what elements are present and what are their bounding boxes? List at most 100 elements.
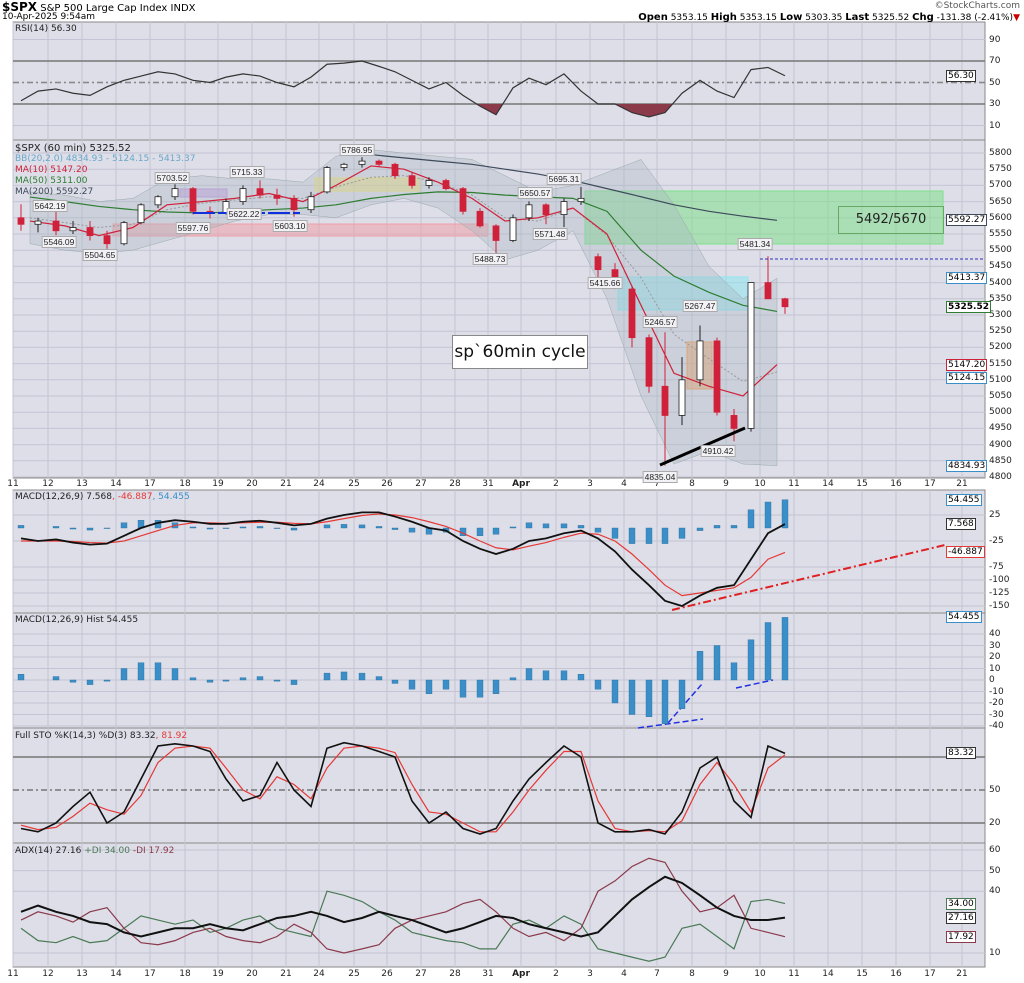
rsi-axis-tick: 30 — [989, 99, 1001, 109]
candle-body — [476, 210, 484, 227]
high-label: High — [710, 12, 737, 23]
open-value: 5353.15 — [670, 13, 708, 23]
candle-body — [103, 235, 111, 245]
hist-axis-tick: 0 — [989, 675, 995, 685]
hist-axis-tick: -20 — [989, 698, 1004, 708]
adx-line — [20, 875, 786, 938]
hist-axis-tick: -30 — [989, 709, 1004, 720]
chg-value: -131.38 (-2.41%) — [936, 13, 1014, 23]
macd-hist-bar — [323, 524, 331, 529]
candle-body — [577, 197, 585, 203]
candle-body — [408, 175, 416, 186]
x-axis-label: 15 — [856, 479, 868, 489]
candle-body — [340, 163, 348, 168]
macd-hist-bar — [358, 524, 366, 529]
macd-hist-bar — [17, 525, 25, 529]
sto-legend-d: , 81.92 — [155, 731, 188, 741]
ma50-line — [29, 191, 778, 313]
price-point-label: 4835.04 — [642, 471, 678, 483]
macd-axis-tick: -100 — [989, 575, 1010, 585]
price-point-label: 5715.33 — [229, 166, 265, 178]
macd-hist-bar — [340, 524, 348, 529]
hist-legend: MACD(12,26,9) Hist 54.455 — [15, 615, 139, 625]
price-axis-tick: 5350 — [989, 293, 1012, 304]
candle-body — [290, 197, 298, 211]
macd-hist-bar — [239, 526, 247, 529]
price-point-label: 5703.52 — [154, 172, 190, 184]
x-axis-label-bottom: 26 — [381, 969, 393, 979]
price-point-label: 5642.19 — [32, 200, 68, 212]
price-value-callout: 5124.15 — [946, 371, 988, 384]
macd-hist-bar — [206, 527, 214, 530]
x-axis-label: 10 — [754, 479, 766, 489]
price-axis-tick: 5050 — [989, 391, 1012, 401]
plus-di-line — [20, 890, 786, 962]
hist-bar — [492, 679, 500, 695]
candle-body — [492, 225, 500, 241]
x-axis-label-bottom: 11 — [7, 969, 19, 979]
hist-bar — [747, 639, 755, 681]
hist-bar — [661, 679, 669, 724]
sto-k-line — [20, 741, 786, 835]
candle-body — [509, 217, 517, 241]
price-point-label: 5415.66 — [587, 277, 623, 289]
macd-hist-bar — [611, 527, 619, 539]
hist-bar — [69, 679, 77, 683]
target-zone-label: 5492/5670 — [838, 206, 944, 234]
macd-hist-bar — [222, 527, 230, 529]
x-axis-label-bottom: 27 — [415, 969, 427, 979]
macd-hist-bar — [103, 527, 111, 529]
candle-body — [628, 288, 636, 339]
x-axis-label-bottom: 31 — [482, 969, 494, 979]
x-axis-label: 11 — [788, 479, 800, 489]
hist-axis-tick: 40 — [989, 629, 1001, 639]
macd-hist-bar — [628, 527, 636, 544]
hist-bar — [239, 677, 247, 681]
x-axis-label-bottom: 9 — [723, 969, 729, 979]
price-axis-tick: 5700 — [989, 180, 1012, 191]
hist-bar — [290, 679, 298, 685]
adx-value-callout: 34.00 — [946, 897, 976, 910]
hist-bar — [509, 677, 517, 681]
price-legend: $SPX (60 min) 5325.52 BB(20,2.0) 4834.93… — [15, 143, 195, 198]
macd-axis-tick: -25 — [989, 536, 1004, 546]
x-axis-label: 25 — [348, 479, 360, 489]
hist-bar — [628, 679, 636, 715]
open-label: Open — [638, 12, 668, 23]
macd-hist-bar — [375, 526, 383, 529]
price-point-label: 5246.57 — [642, 316, 678, 328]
macd-hist-bar — [560, 523, 568, 529]
candle-body — [425, 180, 433, 186]
adx-panel-background — [12, 842, 986, 968]
macd-axis-tick: -75 — [989, 562, 1004, 572]
price-point-label: 5267.47 — [682, 300, 718, 312]
hist-bar — [323, 672, 331, 681]
hist-axis-tick: -40 — [989, 721, 1004, 731]
hist-bar — [645, 679, 653, 717]
hist-bar — [678, 679, 686, 709]
hist-bar — [256, 676, 264, 681]
x-axis-label-bottom: 3 — [587, 969, 593, 979]
sto-axis-tick: 50 — [989, 785, 1001, 795]
sto-legend: Full STO %K(14,3) %D(3) 83.32, 81.92 — [15, 731, 187, 742]
macd-hist-bar — [764, 501, 772, 529]
x-axis-label-bottom: 15 — [856, 969, 868, 979]
rsi-axis-tick: 90 — [989, 34, 1001, 45]
macd-legend-line: MACD(12,26,9) 7.568 — [15, 492, 112, 502]
macd-panel-background — [12, 489, 986, 614]
copyright: ©StockCharts.com — [934, 1, 1020, 11]
macd-value-callout: 7.568 — [946, 518, 976, 531]
x-axis-label-bottom: 24 — [313, 969, 325, 979]
hist-bar — [730, 662, 738, 681]
x-axis-label: 8 — [689, 479, 695, 489]
last-value: 5325.52 — [872, 13, 910, 23]
macd-hist-bar — [69, 527, 77, 530]
candle-body — [594, 256, 602, 271]
hist-bar — [611, 679, 619, 704]
hist-axis-tick: 10 — [989, 663, 1001, 674]
price-axis-tick: 5550 — [989, 229, 1012, 239]
hist-bar — [577, 674, 585, 681]
price-axis-tick: 5100 — [989, 374, 1012, 385]
candle-body — [34, 220, 42, 225]
